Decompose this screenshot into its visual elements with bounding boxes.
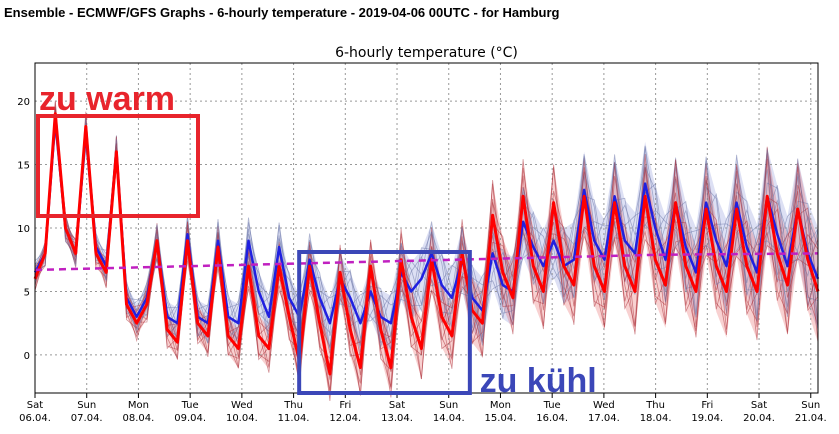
ecmwf-member-line [34, 126, 819, 398]
x-tick-day: Sat [389, 400, 405, 411]
x-tick-day: Wed [231, 400, 253, 411]
climate-mean-line [34, 252, 819, 272]
x-tick-date: 06.04. [19, 413, 51, 424]
x-tick-date: 12.04. [329, 413, 361, 424]
x-tick-date: 16.04. [536, 413, 568, 424]
x-tick-date: 07.04. [71, 413, 103, 424]
x-tick-date: 21.04. [795, 413, 827, 424]
y-axis: 0 5 10 15 20 [17, 97, 30, 362]
zu-kuehl-box [297, 250, 472, 395]
x-tick-day: Thu [645, 400, 665, 411]
x-tick-date: 08.04. [123, 413, 155, 424]
series-lines [33, 112, 820, 376]
x-tick-date: 14.04. [433, 413, 465, 424]
ecmwf-mean-line [33, 112, 820, 376]
x-tick-day: Thu [283, 400, 303, 411]
x-tick-date: 20.04. [743, 413, 775, 424]
x-tick-day: Sun [801, 400, 820, 411]
x-tick-date: 17.04. [588, 413, 620, 424]
x-tick-day: Mon [128, 400, 149, 411]
annotations: zu warm zu kühl [36, 80, 597, 400]
x-tick-day: Tue [543, 400, 561, 411]
page-header-title: Ensemble - ECMWF/GFS Graphs - 6-hourly t… [4, 5, 560, 20]
x-tick-date: 10.04. [226, 413, 258, 424]
x-axis: Sat 06.04. Sun 07.04. Mon 08.04. Tue 09.04. Wed 1… [19, 393, 827, 424]
x-tick-date: 15.04. [485, 413, 517, 424]
x-tick-day: Sun [77, 400, 96, 411]
x-tick-day: Mon [490, 400, 511, 411]
y-tick-label: 15 [17, 161, 30, 172]
chart-grid [34, 63, 818, 393]
y-tick-label: 5 [24, 287, 30, 298]
zu-warm-label: zu warm [39, 80, 175, 118]
x-tick-day: Fri [339, 400, 351, 411]
x-tick-date: 18.04. [640, 413, 672, 424]
chart-title: 6-hourly temperature (°C) [335, 45, 518, 61]
x-tick-date: 11.04. [278, 413, 310, 424]
x-tick-date: 09.04. [174, 413, 206, 424]
x-tick-date: 19.04. [691, 413, 723, 424]
zu-warm-box [36, 114, 200, 218]
x-tick-day: Sat [27, 400, 43, 411]
zu-kuehl-label: zu kühl [480, 362, 597, 400]
x-tick-day: Fri [701, 400, 713, 411]
y-tick-label: 20 [17, 97, 30, 108]
x-tick-day: Tue [181, 400, 199, 411]
gfs-member-line [34, 110, 819, 348]
x-tick-day: Wed [593, 400, 615, 411]
x-tick-day: Sun [439, 400, 458, 411]
y-tick-label: 10 [17, 224, 30, 235]
x-tick-date: 13.04. [381, 413, 413, 424]
x-tick-day: Sat [751, 400, 767, 411]
y-tick-label: 0 [24, 351, 30, 362]
